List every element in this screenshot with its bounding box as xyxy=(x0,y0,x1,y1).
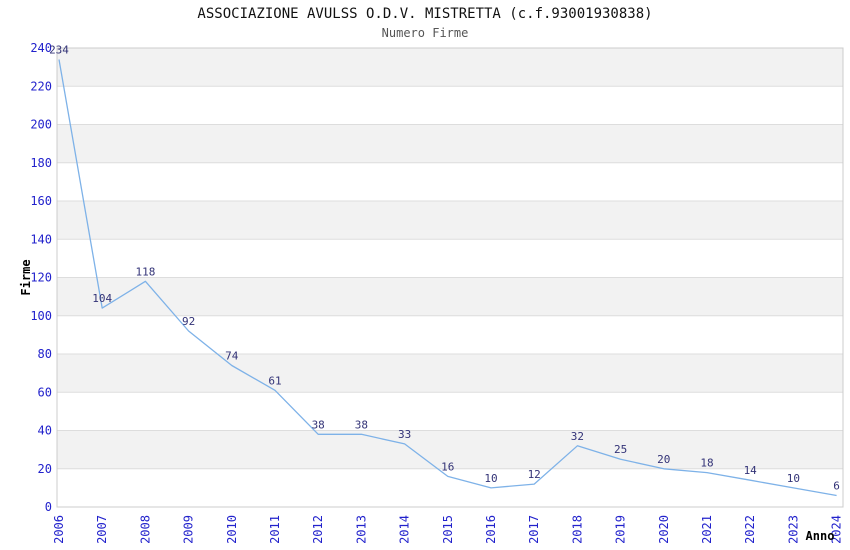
data-label: 20 xyxy=(657,453,670,466)
y-tick-label: 140 xyxy=(30,232,52,246)
plot-band xyxy=(57,48,843,87)
chart-title: ASSOCIAZIONE AVULSS O.D.V. MISTRETTA (c.… xyxy=(197,6,653,22)
data-label: 74 xyxy=(225,349,239,362)
x-tick-label: 2014 xyxy=(398,515,412,544)
x-tick-label: 2012 xyxy=(311,515,325,544)
y-tick-label: 40 xyxy=(38,424,52,438)
data-label: 118 xyxy=(135,265,155,278)
data-label: 38 xyxy=(312,418,325,431)
data-label: 14 xyxy=(744,464,758,477)
y-tick-label: 100 xyxy=(30,309,52,323)
x-tick-label: 2023 xyxy=(786,515,800,544)
plot-border xyxy=(56,47,844,508)
y-axis-title: Firme xyxy=(19,259,33,295)
y-tick-label: 120 xyxy=(30,271,52,285)
chart-subtitle: Numero Firme xyxy=(381,26,469,40)
x-tick-label: 2010 xyxy=(225,515,239,544)
plot-band xyxy=(57,430,843,469)
plot-band xyxy=(57,354,843,393)
x-tick-label: 2008 xyxy=(138,515,152,544)
data-label: 6 xyxy=(833,480,840,493)
data-label: 10 xyxy=(787,472,800,485)
plot-band xyxy=(57,277,843,316)
x-axis-title: Anno xyxy=(806,529,835,543)
data-line xyxy=(58,59,837,497)
x-tick-label: 2007 xyxy=(95,515,109,544)
data-label: 33 xyxy=(398,428,411,441)
data-label: 104 xyxy=(92,292,112,305)
data-label: 18 xyxy=(700,457,713,470)
x-tick-label: 2011 xyxy=(268,515,282,544)
data-label: 32 xyxy=(571,430,584,443)
data-label: 38 xyxy=(355,418,368,431)
y-tick-label: 240 xyxy=(30,41,52,55)
data-label: 25 xyxy=(614,443,627,456)
data-label: 234 xyxy=(49,43,69,56)
y-tick-label: 80 xyxy=(38,347,52,361)
y-tick-label: 20 xyxy=(38,462,52,476)
x-tick-label: 2009 xyxy=(182,515,196,544)
y-tick-label: 200 xyxy=(30,118,52,132)
x-tick-label: 2019 xyxy=(614,515,628,544)
plot-band xyxy=(57,124,843,163)
x-tick-label: 2017 xyxy=(527,515,541,544)
x-tick-label: 2022 xyxy=(743,515,757,544)
y-tick-label: 0 xyxy=(45,500,52,514)
data-label: 16 xyxy=(441,460,454,473)
x-tick-label: 2021 xyxy=(700,515,714,544)
data-label: 12 xyxy=(528,468,541,481)
y-tick-label: 180 xyxy=(30,156,52,170)
y-tick-label: 60 xyxy=(38,385,52,399)
x-tick-label: 2013 xyxy=(354,515,368,544)
y-tick-label: 160 xyxy=(30,194,52,208)
x-tick-label: 2016 xyxy=(484,515,498,544)
x-tick-label: 2024 xyxy=(830,515,844,544)
x-tick-label: 2020 xyxy=(657,515,671,544)
data-label: 92 xyxy=(182,315,195,328)
y-tick-label: 220 xyxy=(30,79,52,93)
x-tick-label: 2015 xyxy=(441,515,455,544)
x-tick-label: 2006 xyxy=(52,515,66,544)
data-label: 61 xyxy=(268,374,281,387)
plot-band xyxy=(57,201,843,240)
data-label: 10 xyxy=(484,472,497,485)
x-tick-label: 2018 xyxy=(570,515,584,544)
